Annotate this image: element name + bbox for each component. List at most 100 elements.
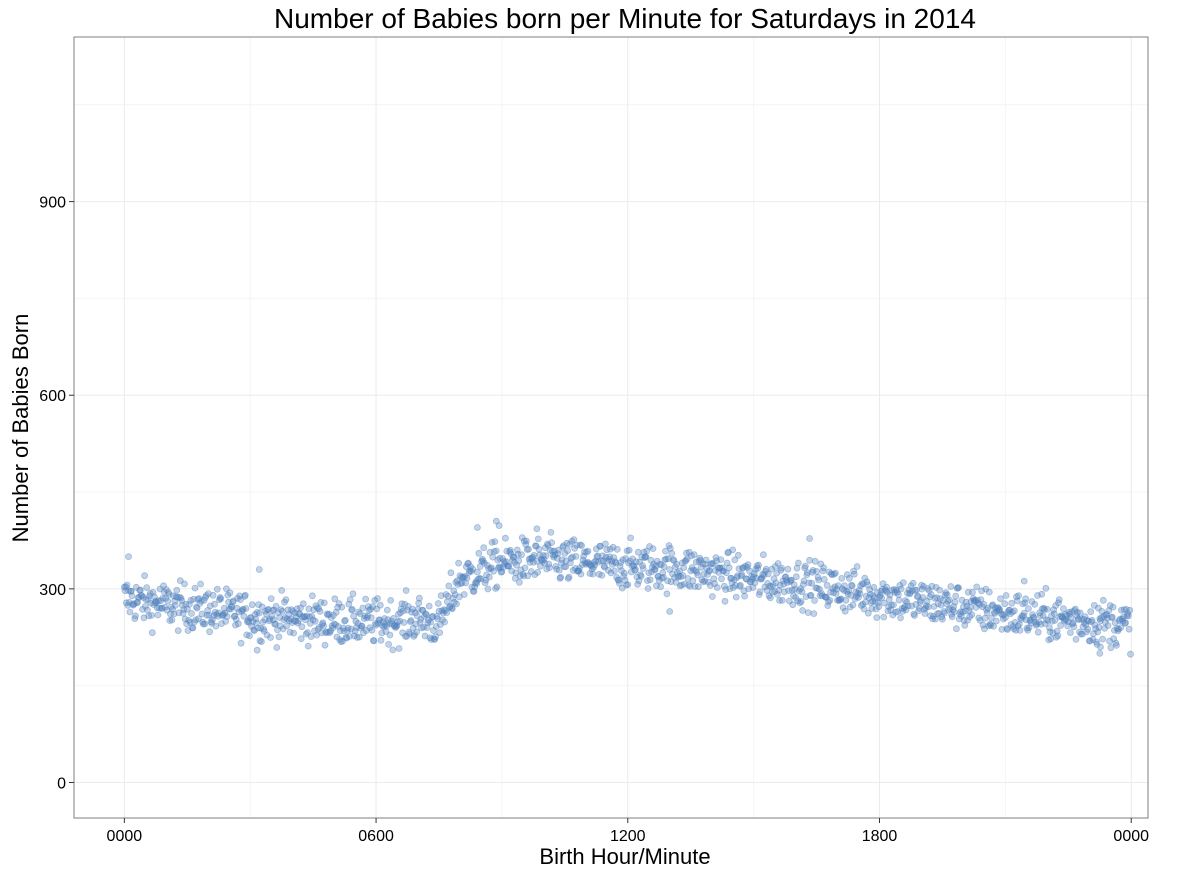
data-point — [325, 629, 332, 636]
data-point — [309, 616, 317, 624]
data-point — [254, 624, 262, 632]
data-point — [484, 585, 492, 593]
data-point — [706, 567, 713, 574]
data-point — [567, 554, 575, 562]
data-point — [962, 598, 970, 606]
data-point — [920, 583, 927, 590]
data-point — [262, 610, 270, 618]
data-point — [842, 596, 850, 604]
data-point — [276, 622, 284, 630]
data-point — [162, 594, 170, 602]
data-point — [505, 562, 513, 570]
data-point — [575, 567, 583, 575]
data-point — [274, 626, 281, 634]
data-point — [1105, 607, 1113, 615]
data-point — [147, 599, 155, 607]
data-point — [644, 585, 652, 592]
data-point — [318, 629, 325, 637]
data-point — [781, 573, 789, 581]
data-point — [202, 592, 210, 599]
data-point — [144, 596, 152, 604]
data-point — [875, 603, 883, 610]
data-point — [585, 559, 592, 566]
data-point — [622, 555, 630, 562]
data-point — [520, 537, 528, 545]
data-point — [138, 592, 146, 599]
data-point — [301, 616, 309, 624]
data-point — [1063, 612, 1071, 619]
data-point — [175, 609, 183, 617]
data-point — [1120, 613, 1127, 621]
data-point — [378, 622, 386, 629]
data-point — [739, 564, 747, 571]
data-point — [756, 588, 764, 596]
data-point — [1118, 606, 1125, 614]
data-point — [732, 593, 740, 601]
data-point — [1109, 603, 1117, 611]
data-point — [1015, 592, 1022, 600]
data-point — [490, 548, 498, 555]
data-point — [656, 560, 664, 568]
data-point — [867, 590, 874, 598]
data-point — [1127, 650, 1134, 658]
data-point — [782, 573, 790, 581]
data-point — [339, 637, 346, 645]
data-point — [871, 594, 878, 602]
data-point — [878, 594, 885, 602]
data-point — [967, 598, 975, 605]
data-point — [215, 609, 223, 617]
data-point — [443, 598, 451, 606]
data-point — [974, 596, 981, 604]
data-point — [1026, 617, 1034, 625]
data-point — [338, 603, 346, 611]
data-point — [413, 612, 421, 620]
data-point — [753, 562, 761, 570]
data-point-outlier — [255, 566, 263, 573]
data-point — [532, 542, 539, 550]
data-point — [567, 559, 574, 567]
data-point — [675, 572, 683, 580]
data-point — [787, 577, 795, 584]
data-point — [302, 630, 310, 638]
data-point — [885, 596, 893, 603]
data-point — [690, 566, 697, 574]
data-point — [197, 580, 205, 588]
data-point — [358, 622, 366, 630]
data-point — [122, 583, 130, 591]
data-point — [657, 561, 665, 569]
data-point — [809, 568, 816, 576]
data-point — [930, 603, 938, 610]
data-point — [957, 608, 964, 616]
data-point — [709, 560, 717, 568]
data-point — [491, 538, 499, 545]
data-point — [1104, 622, 1112, 629]
data-point — [631, 566, 639, 574]
data-point — [128, 592, 136, 600]
data-point — [767, 594, 774, 602]
data-point — [394, 610, 402, 618]
data-point — [362, 627, 370, 634]
data-point — [838, 575, 846, 582]
data-point — [508, 567, 516, 575]
data-point — [160, 582, 167, 590]
y-tick-label: 900 — [39, 195, 66, 212]
data-point-outlier — [125, 553, 132, 560]
data-point — [946, 596, 953, 604]
data-point — [670, 557, 678, 564]
data-point — [230, 613, 238, 620]
data-point — [850, 570, 858, 578]
data-point — [762, 567, 769, 575]
data-point — [431, 636, 439, 643]
data-point — [130, 600, 138, 608]
data-point — [1086, 637, 1094, 645]
data-point — [271, 620, 279, 628]
data-point — [792, 594, 799, 601]
data-point — [341, 616, 349, 624]
data-point — [414, 605, 422, 613]
data-point — [1035, 618, 1043, 626]
data-point — [798, 588, 806, 596]
data-point — [346, 596, 354, 603]
data-point — [171, 602, 179, 609]
data-point — [243, 631, 251, 639]
data-point — [394, 618, 402, 626]
